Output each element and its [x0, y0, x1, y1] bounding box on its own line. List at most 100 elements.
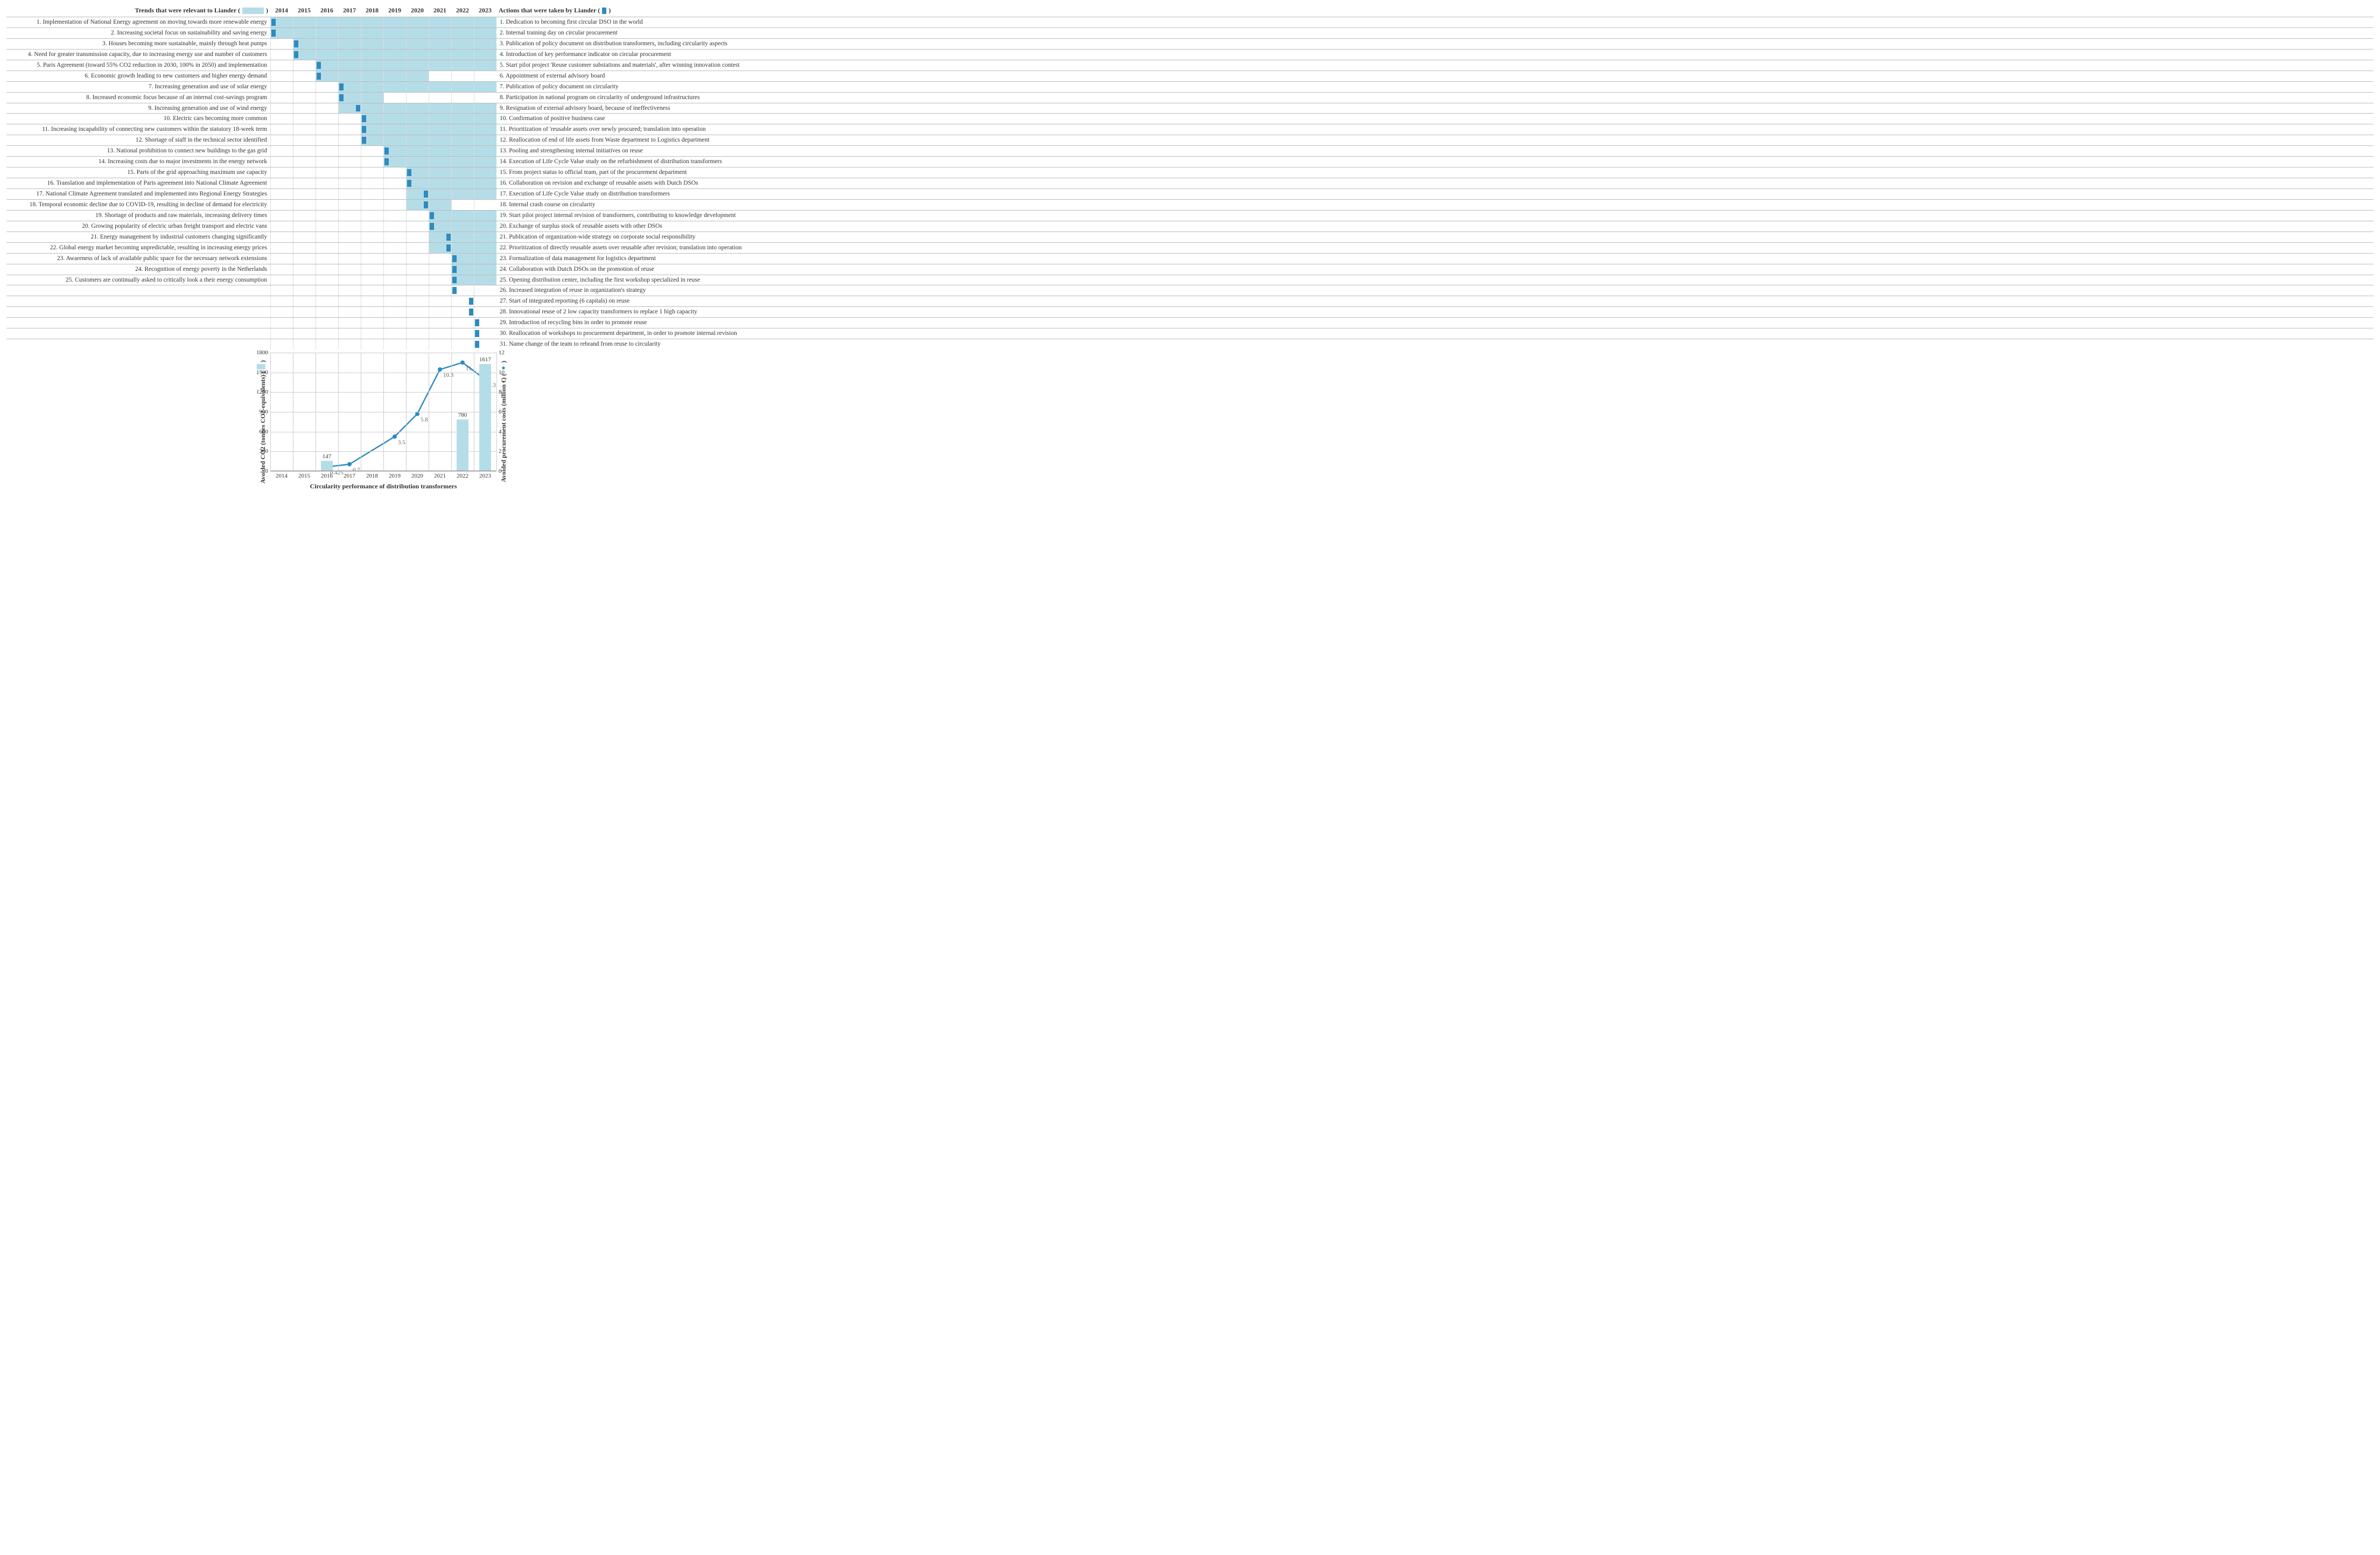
year-cell [270, 221, 293, 232]
year-cell [338, 254, 361, 264]
data-row: 13. National prohibition to connect new … [6, 145, 2374, 156]
trend-label [6, 285, 270, 296]
year-cell [406, 60, 429, 71]
year-cell [429, 124, 451, 135]
year-cell [383, 71, 406, 81]
year-cell [451, 82, 474, 92]
line-marker [438, 367, 442, 372]
bottom-chart: Avoided CO2 (tonnes CO2-equivalents) ( )… [6, 353, 2374, 491]
year-cell [383, 254, 406, 264]
data-row: 17. National Climate Agreement translate… [6, 188, 2374, 199]
year-cell [383, 296, 406, 306]
year-cell [383, 264, 406, 275]
year-cell [429, 339, 451, 349]
action-marker [430, 212, 434, 219]
year-cell [338, 60, 361, 71]
year-cell [474, 285, 496, 296]
line-marker [393, 435, 397, 439]
chart-box: 0.4250.73.55.810.3119.3 0300600900120015… [270, 353, 496, 491]
year-cell [429, 221, 451, 232]
actions-header-suffix: ) [608, 6, 611, 14]
year-cell [474, 28, 496, 38]
year-cell [270, 211, 293, 221]
year-2021: 2021 [429, 6, 451, 15]
year-cell [451, 339, 474, 349]
year-2018: 2018 [361, 6, 383, 15]
year-cell [361, 275, 383, 285]
trend-label: 12. Shortage of staff in the technical s… [6, 135, 270, 145]
year-cell [270, 39, 293, 49]
year-cell [406, 178, 429, 188]
year-cell [383, 135, 406, 145]
year-cell [338, 39, 361, 49]
year-cell [270, 114, 293, 124]
year-cell [406, 221, 429, 232]
year-cell [270, 17, 293, 27]
data-row: 16. Translation and implementation of Pa… [6, 178, 2374, 188]
year-cell [361, 60, 383, 71]
bar-value-label: 780 [452, 412, 473, 418]
year-cell [316, 328, 338, 339]
year-cell [474, 232, 496, 242]
x-axis-year: 2021 [429, 471, 451, 479]
year-cell [406, 211, 429, 221]
year-cell [383, 307, 406, 317]
action-label: 30. Reallocation of workshops to procure… [496, 328, 2374, 339]
year-cell [406, 318, 429, 328]
year-cell [429, 232, 451, 242]
year-cell [383, 328, 406, 339]
action-marker [430, 223, 434, 230]
trend-label: 3. Houses becoming more sustainable, mai… [6, 39, 270, 49]
action-marker [452, 255, 457, 262]
year-2020: 2020 [406, 6, 429, 15]
action-marker [271, 19, 276, 26]
year-cell [293, 103, 316, 114]
year-cell [270, 93, 293, 103]
year-cell [451, 189, 474, 199]
year-cell [293, 221, 316, 232]
year-cell [270, 285, 293, 296]
year-cell [383, 211, 406, 221]
year-cell [338, 318, 361, 328]
data-row: 2. Increasing societal focus on sustaina… [6, 27, 2374, 38]
action-label: 1. Dedication to becoming first circular… [496, 17, 2374, 27]
action-marker [407, 180, 411, 187]
year-cell [474, 178, 496, 188]
year-cell [406, 124, 429, 135]
year-cell [474, 103, 496, 114]
year-cell [383, 243, 406, 253]
year-cell [316, 28, 338, 38]
year-cell [429, 146, 451, 156]
plot-area: 0.4250.73.55.810.3119.3 0300600900120015… [270, 353, 496, 471]
year-cell [383, 103, 406, 114]
data-row: 29. Introduction of recycling bins in or… [6, 317, 2374, 328]
action-marker [356, 105, 360, 112]
year-cell [270, 307, 293, 317]
action-marker [339, 94, 344, 101]
year-cell [451, 157, 474, 167]
year-cell [451, 200, 474, 210]
year-cell [316, 221, 338, 232]
data-row: 5. Paris Agreement (toward 55% CO2 reduc… [6, 60, 2374, 71]
year-cell [361, 296, 383, 306]
year-cell [338, 103, 361, 114]
year-cell [429, 254, 451, 264]
action-label: 12. Reallocation of end of life assets f… [496, 135, 2374, 145]
year-cell [293, 200, 316, 210]
trend-label: 13. National prohibition to connect new … [6, 146, 270, 156]
year-cell [383, 82, 406, 92]
year-cell [316, 39, 338, 49]
year-cell [338, 17, 361, 27]
year-cell [338, 157, 361, 167]
data-row: 3. Houses becoming more sustainable, mai… [6, 38, 2374, 49]
action-label: 5. Start pilot project 'Reuse customer s… [496, 60, 2374, 71]
year-cell [361, 318, 383, 328]
year-cell [361, 254, 383, 264]
year-cell [474, 254, 496, 264]
trend-label: 8. Increased economic focus because of a… [6, 93, 270, 103]
year-cell [361, 328, 383, 339]
line-value-label: 5.8 [421, 417, 428, 423]
year-cell [361, 189, 383, 199]
data-row: 25. Customers are continually asked to c… [6, 275, 2374, 285]
year-cell [316, 254, 338, 264]
